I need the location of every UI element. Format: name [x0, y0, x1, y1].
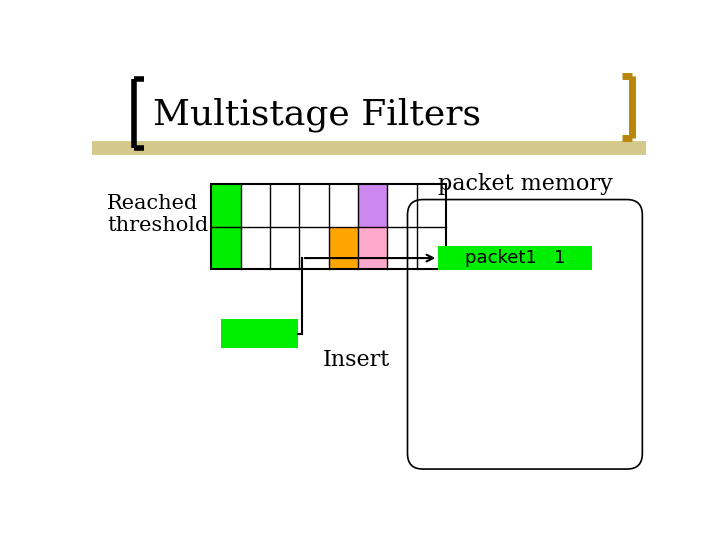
Text: Insert: Insert — [323, 349, 390, 371]
Text: Multistage Filters: Multistage Filters — [153, 98, 482, 132]
Bar — [211, 184, 446, 269]
Bar — [211, 184, 446, 269]
Bar — [358, 184, 387, 226]
FancyBboxPatch shape — [408, 200, 642, 469]
Bar — [328, 226, 358, 269]
Bar — [438, 246, 593, 271]
Bar — [221, 319, 298, 348]
Text: packet memory: packet memory — [438, 173, 613, 195]
Bar — [358, 226, 387, 269]
Bar — [211, 226, 240, 269]
Text: packet1   1: packet1 1 — [465, 249, 565, 267]
Text: Reached
threshold: Reached threshold — [107, 194, 209, 235]
Bar — [211, 184, 240, 226]
